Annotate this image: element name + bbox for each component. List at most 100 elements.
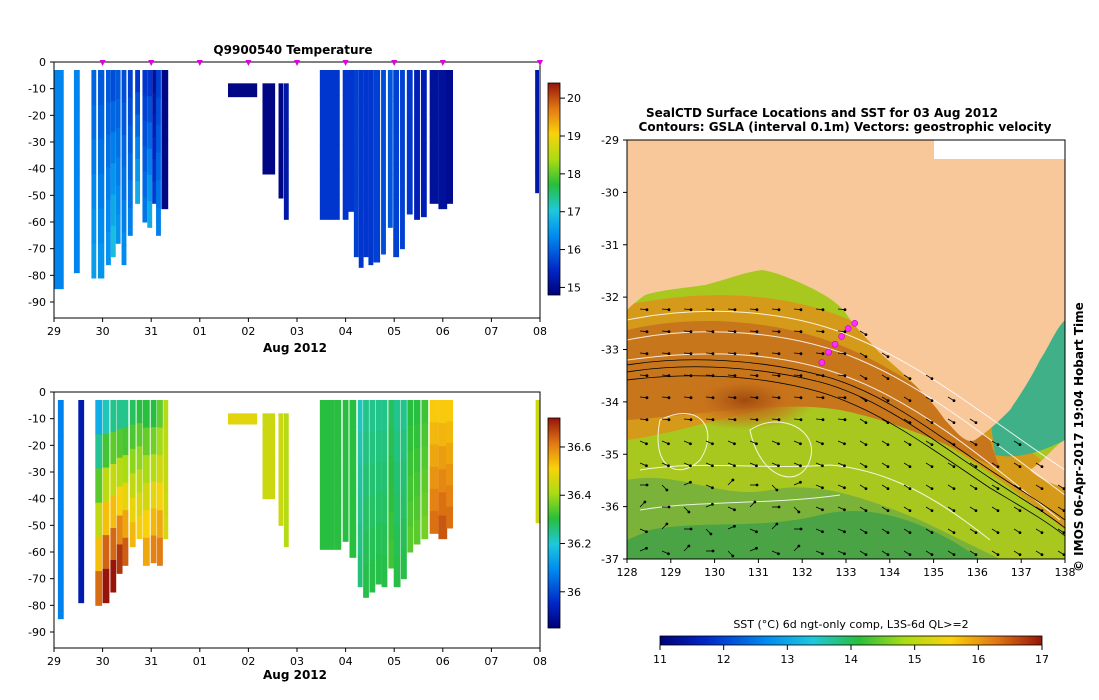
profile-cell (116, 400, 123, 430)
profile-cell (387, 148, 393, 176)
profile-cell (388, 512, 395, 541)
x-tick-label: 01 (193, 655, 207, 668)
profile-cell (116, 486, 123, 517)
velocity-arrow-head (667, 330, 671, 334)
profile-cell (278, 450, 284, 470)
profile-cell (102, 400, 110, 435)
profile-cell (97, 139, 105, 175)
profile-cell (142, 482, 150, 511)
profile-cell (278, 83, 284, 103)
velocity-arrow-head (996, 553, 1000, 557)
velocity-arrow-head (886, 443, 890, 447)
profile-cell (116, 457, 123, 488)
profile-cell (429, 70, 439, 93)
profile-cell (348, 187, 355, 212)
profile-cell (421, 400, 429, 424)
profile-cell (127, 125, 133, 154)
profile-cell (363, 194, 369, 227)
velocity-arrow-head (930, 553, 934, 557)
profile-cell (115, 127, 121, 158)
y-tick-label: -70 (28, 573, 46, 586)
velocity-arrow-head (908, 509, 912, 513)
profile-marker (391, 60, 398, 66)
profile-cell (348, 93, 355, 118)
velocity-arrow-head (777, 505, 781, 509)
velocity-arrow-head (1018, 465, 1022, 469)
velocity-arrow-head (864, 355, 868, 359)
velocity-arrow-head (908, 421, 912, 425)
profile-cell (129, 448, 136, 474)
velocity-arrow-head (755, 530, 758, 534)
profile-cell (283, 502, 289, 525)
profile-cell (369, 432, 376, 465)
velocity-arrow-head (952, 443, 956, 447)
profile-cell (142, 196, 148, 223)
profile-cell (110, 70, 116, 102)
profile-cell (438, 139, 448, 163)
velocity-arrow-head (974, 553, 978, 557)
profile-cell (150, 454, 157, 482)
profile-cell (429, 488, 439, 512)
velocity-arrow-head (996, 443, 1000, 447)
profile-cell (400, 70, 405, 101)
velocity-arrow-head (821, 552, 824, 556)
velocity-arrow-head (974, 487, 978, 491)
salinity-colorbar-ticks: 36 36.2 36.4 36.6 (560, 441, 592, 599)
profile-cell (78, 535, 85, 570)
profile-cell (157, 400, 163, 429)
velocity-arrow-head (952, 465, 956, 469)
velocity-arrow-head (843, 442, 846, 446)
profile-cell (334, 449, 342, 476)
velocity-arrow-head (996, 509, 1000, 513)
profile-cell (129, 473, 136, 499)
map-y-tick-label: -37 (601, 553, 619, 566)
y-tick-label: -60 (28, 546, 46, 559)
profile-cell (283, 106, 289, 130)
profile-cell (121, 70, 127, 103)
seal-ctd-location (825, 348, 832, 356)
velocity-arrow-head (952, 509, 956, 513)
profile-cell (102, 535, 110, 570)
profile-cell (393, 70, 400, 102)
profile-cell (147, 201, 153, 228)
profile-cell (121, 167, 127, 201)
profile-cell (535, 90, 540, 112)
map-y-tick-label: -32 (601, 291, 619, 304)
profile-cell (363, 432, 369, 467)
profile-cell (115, 185, 121, 215)
profile-cell (438, 93, 448, 117)
profile-cell (150, 535, 157, 564)
profile-cell (57, 472, 64, 510)
velocity-arrow-head (864, 377, 868, 381)
velocity-arrow-head (645, 464, 648, 468)
velocity-arrow-head (821, 418, 825, 422)
profile-cell (348, 117, 355, 142)
y-tick-label: -80 (28, 599, 46, 612)
velocity-arrow-head (908, 553, 912, 557)
salinity-cells (57, 400, 540, 620)
profile-cell (319, 499, 335, 525)
profile-cell (363, 132, 369, 164)
profile-cell (54, 142, 64, 180)
profile-cell (373, 230, 381, 263)
velocity-arrow-head (733, 508, 736, 512)
velocity-arrow-head (908, 465, 912, 469)
profile-cell (122, 510, 129, 539)
velocity-arrow-head (930, 465, 934, 469)
profile-cell (429, 181, 439, 204)
velocity-arrow-head (777, 352, 781, 356)
profile-cell (161, 162, 169, 187)
profile-cell (262, 413, 276, 429)
velocity-arrow-head (974, 509, 978, 513)
map-x-tick-label: 136 (967, 566, 988, 579)
profile-cell (110, 225, 116, 258)
velocity-arrow-head (667, 352, 671, 356)
velocity-arrow-head (775, 522, 779, 526)
profile-cell (333, 119, 340, 146)
profile-cell (342, 494, 349, 519)
profile-cell (535, 131, 540, 153)
profile-cell (420, 143, 427, 169)
profile-cell (406, 70, 413, 95)
profile-cell (381, 400, 388, 432)
profile-cell (413, 520, 421, 545)
